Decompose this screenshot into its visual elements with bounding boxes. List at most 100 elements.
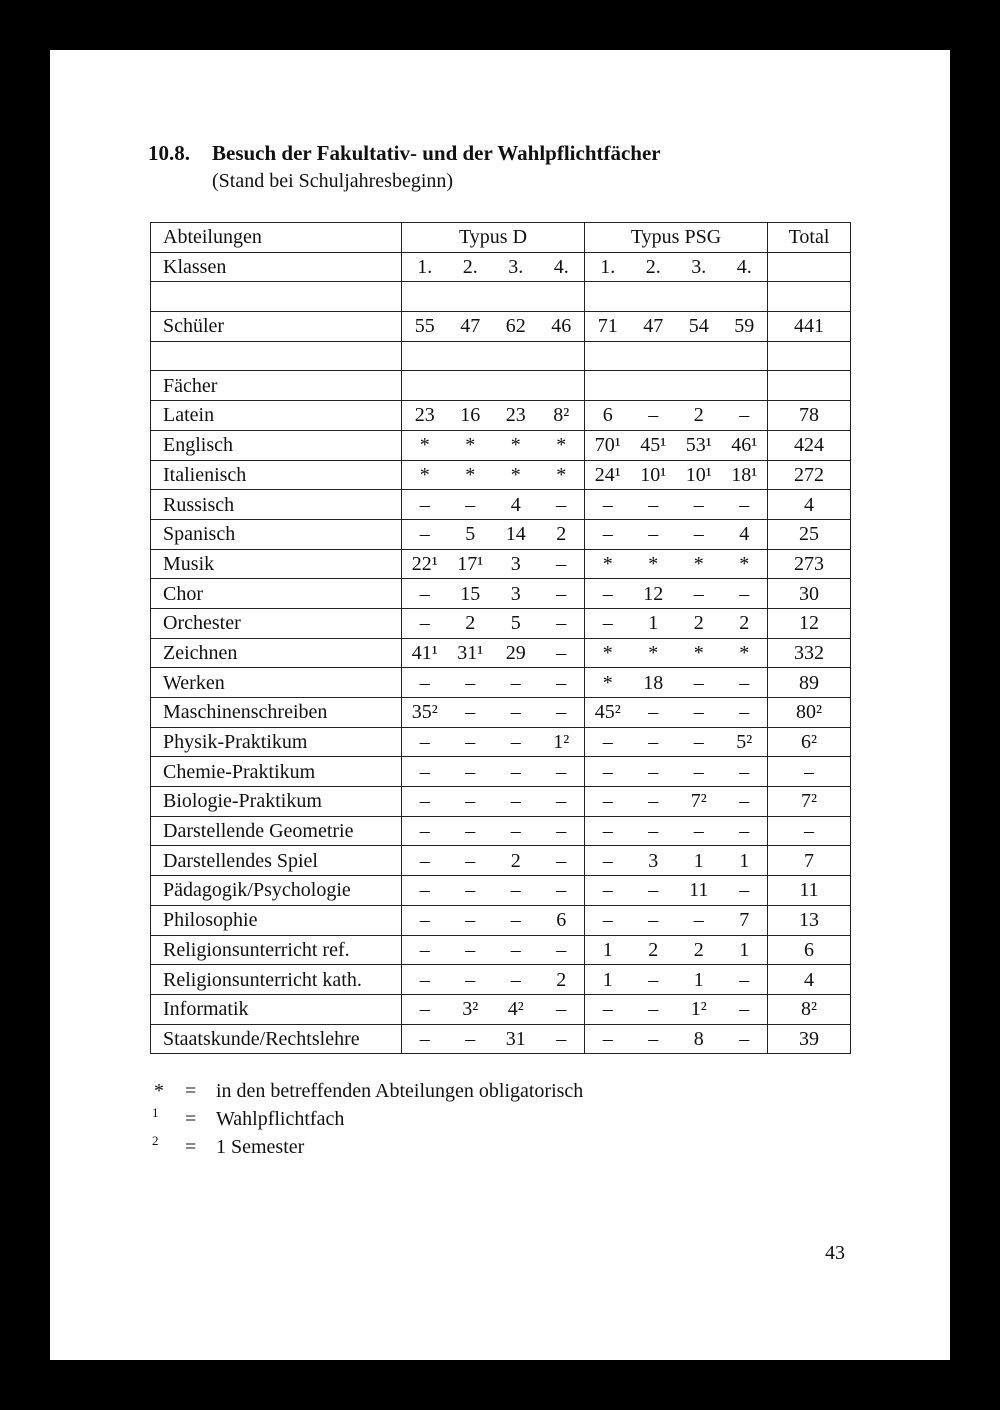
subject-row: Informatik –3² 4² – – –1² –8² xyxy=(150,994,851,1025)
cell: – xyxy=(401,994,448,1025)
subject-row: Staatskunde/Rechtslehre – –31– – –8–39 xyxy=(150,1024,851,1055)
row-label: Orchester xyxy=(150,608,402,639)
page: 10.8. Besuch der Fakultativ- und der Wah… xyxy=(50,50,950,1360)
cell: – xyxy=(493,875,539,906)
row-label: Werken xyxy=(150,667,402,698)
cell: – xyxy=(401,816,448,847)
cell: – xyxy=(401,875,448,906)
cell: – xyxy=(447,667,493,698)
cell: * xyxy=(401,430,448,461)
cell xyxy=(584,341,631,372)
cell: – xyxy=(493,697,539,728)
subject-row: Englisch * * * * 70¹ 45¹ 53¹ 46¹ 424 xyxy=(150,430,851,461)
subject-row: Maschinenschreiben 35² – – –45² – – –80² xyxy=(150,697,851,728)
subtitle: (Stand bei Schuljahresbeginn) xyxy=(212,170,454,192)
row-label xyxy=(150,341,402,372)
cell: – xyxy=(721,400,768,431)
cell: * xyxy=(630,638,676,669)
cell xyxy=(630,341,676,372)
total-cell xyxy=(767,281,851,313)
title: Besuch der Fakultativ- und der Wahlpflic… xyxy=(212,141,661,165)
cell: – xyxy=(538,578,585,609)
cell: 46 xyxy=(538,311,585,342)
cell: – xyxy=(493,905,539,936)
cell: – xyxy=(447,935,493,966)
row-label: Zeichnen xyxy=(150,638,402,669)
cell: 3. xyxy=(676,252,722,283)
subject-row: Chor –15 3– –12– –30 xyxy=(150,578,851,609)
cell xyxy=(721,341,768,372)
row-label: Physik-Praktikum xyxy=(150,727,402,758)
cell: 2. xyxy=(447,252,493,283)
row-label: Pädagogik/Psychologie xyxy=(150,875,402,906)
cell xyxy=(538,281,585,313)
cell: – xyxy=(401,519,448,550)
cell: – xyxy=(401,489,448,520)
cell: – xyxy=(447,845,493,877)
cell: * xyxy=(584,549,631,580)
row-label: Schüler xyxy=(150,311,402,342)
cell: 45² xyxy=(584,697,631,728)
cell: – xyxy=(584,875,631,906)
cell: – xyxy=(401,727,448,758)
subject-row: Religionsunterricht kath. – – –2 1–1–4 xyxy=(150,964,851,995)
cell: * xyxy=(721,638,768,669)
cell: – xyxy=(721,964,768,995)
total-cell: 80² xyxy=(767,697,851,728)
cell: 22¹ xyxy=(401,549,448,580)
cell: – xyxy=(584,816,631,847)
subject-row: Werken – – – – * 18– –89 xyxy=(150,667,851,698)
cell: – xyxy=(493,964,539,995)
cell xyxy=(493,281,539,313)
cell: – xyxy=(538,994,585,1025)
cell: 5 xyxy=(493,608,539,639)
cell: 17¹ xyxy=(447,549,493,580)
cell: 2 xyxy=(538,964,585,995)
cell: – xyxy=(630,489,676,520)
cell xyxy=(630,370,676,402)
total-cell: 30 xyxy=(767,578,851,609)
cell: – xyxy=(584,489,631,520)
cell: – xyxy=(630,756,676,788)
cell: 18 xyxy=(630,667,676,698)
cell: – xyxy=(493,727,539,758)
cell: – xyxy=(584,608,631,639)
cell: – xyxy=(676,905,722,936)
cell: * xyxy=(447,430,493,461)
classes-row: Klassen 1. 2. 3. 4. 1. 2. 3. 4. xyxy=(150,252,851,283)
cell: – xyxy=(721,786,768,817)
cell xyxy=(676,370,722,402)
cell: * xyxy=(447,460,493,491)
cell: * xyxy=(676,549,722,580)
cell: 41¹ xyxy=(401,638,448,669)
cell: – xyxy=(676,697,722,728)
cell: * xyxy=(584,638,631,669)
cell: 24¹ xyxy=(584,460,631,491)
cell: 71 xyxy=(584,311,631,342)
table: Abteilungen Typus D Typus PSG Total Klassen 1… xyxy=(150,222,851,1055)
cell: – xyxy=(630,727,676,758)
cell: 5 xyxy=(447,519,493,550)
cell: – xyxy=(584,905,631,936)
cell: 62 xyxy=(493,311,539,342)
cell: – xyxy=(630,875,676,906)
cell: 2 xyxy=(538,519,585,550)
row-label: Maschinenschreiben xyxy=(150,697,402,728)
cell: 7² xyxy=(676,786,722,817)
cell: – xyxy=(721,1024,768,1055)
row-label: Philosophie xyxy=(150,905,402,936)
cell: – xyxy=(584,1024,631,1055)
cell: 1. xyxy=(584,252,631,283)
cell: – xyxy=(493,935,539,966)
cell: – xyxy=(676,667,722,698)
footnote-eq: = xyxy=(185,1136,197,1158)
cell: – xyxy=(721,994,768,1025)
cell: 18¹ xyxy=(721,460,768,491)
cell: 1² xyxy=(538,727,585,758)
cell: – xyxy=(447,816,493,847)
cell xyxy=(538,341,585,372)
subject-row: Chemie-Praktikum – – – – – – – – – xyxy=(150,756,851,788)
cell: 1 xyxy=(721,935,768,966)
cell: – xyxy=(721,697,768,728)
